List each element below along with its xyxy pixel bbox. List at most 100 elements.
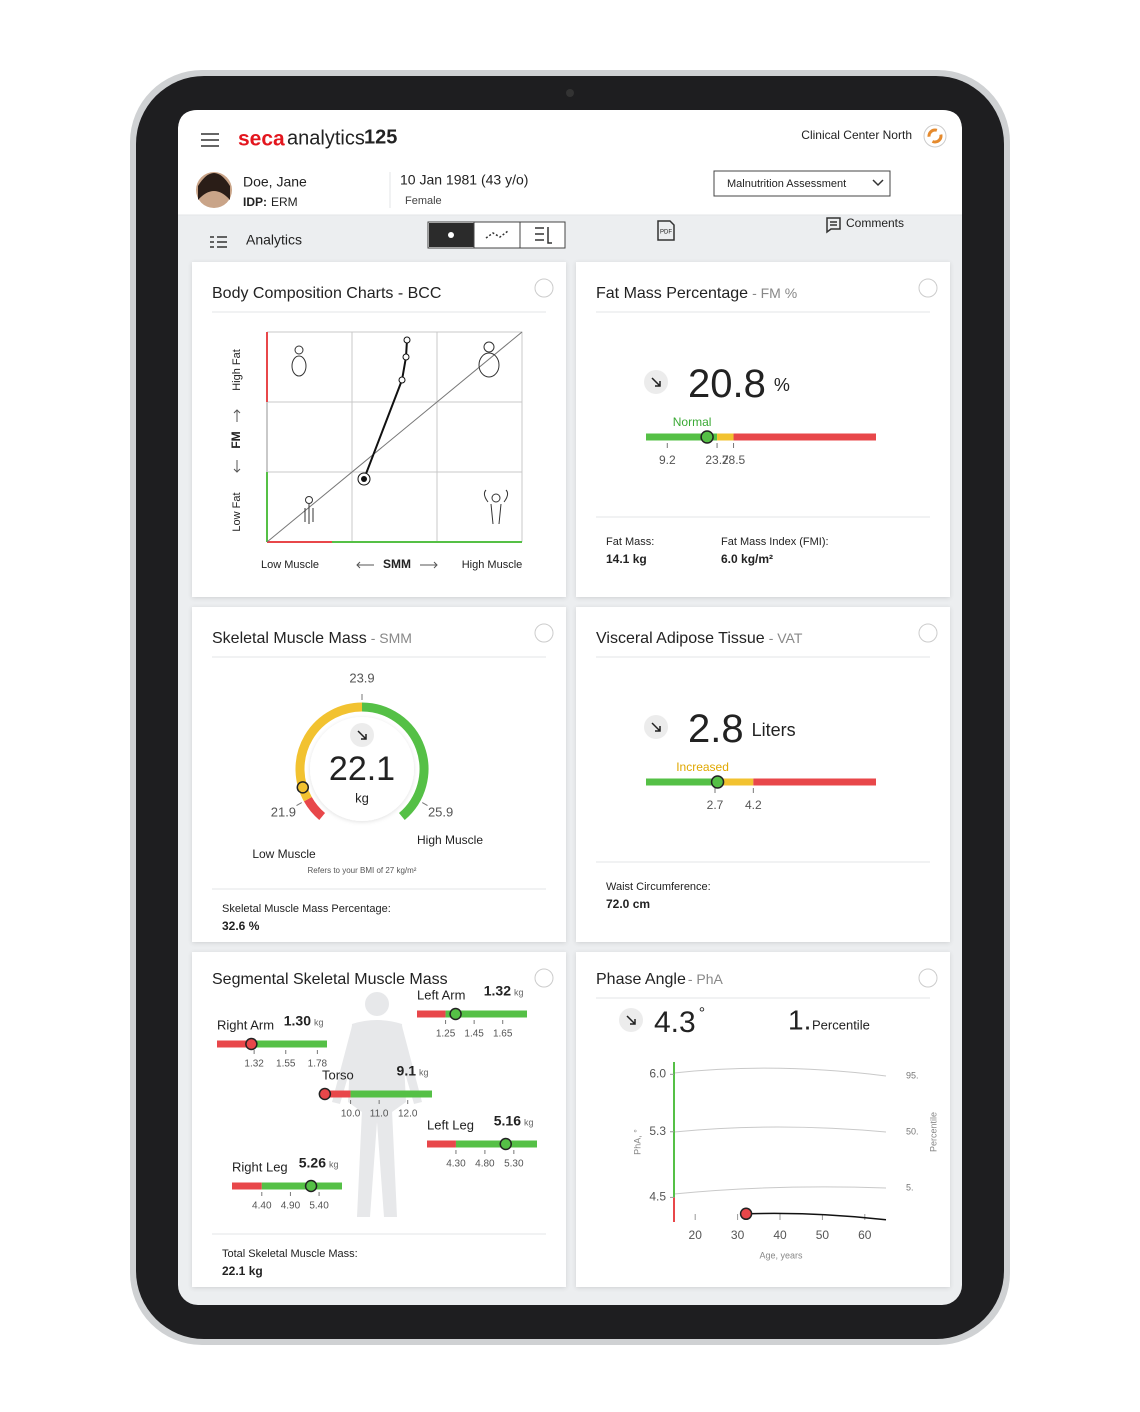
panel-bg bbox=[576, 952, 950, 1287]
view-trend[interactable] bbox=[485, 230, 509, 239]
main-value-unit: % bbox=[774, 375, 790, 395]
comments-button[interactable]: Comments bbox=[846, 216, 904, 230]
tick-label: 1.78 bbox=[308, 1059, 328, 1070]
x-label-low: Low Muscle bbox=[261, 559, 319, 571]
detail-value: 22.1 kg bbox=[222, 1264, 263, 1278]
toolbar: Analytics PDF Comments bbox=[210, 216, 904, 249]
segment-unit: kg bbox=[524, 1117, 534, 1127]
info-button[interactable] bbox=[918, 278, 938, 298]
panel-title-main: Phase Angle bbox=[596, 971, 686, 988]
tick-label: 28.5 bbox=[722, 453, 746, 467]
panel-title-abbr: - FM % bbox=[752, 285, 797, 301]
product-model: 125 bbox=[364, 126, 397, 148]
value-marker bbox=[296, 781, 310, 794]
segment-name: Torso bbox=[322, 1067, 354, 1082]
main-value: 20.8% bbox=[688, 362, 790, 406]
panel-bg bbox=[576, 607, 950, 942]
tick-label: 4.30 bbox=[446, 1159, 466, 1170]
trend-arrow bbox=[626, 1015, 636, 1025]
segment-value: 5.16 bbox=[494, 1113, 521, 1129]
segment-name: Left Arm bbox=[417, 987, 465, 1002]
x-tick-label: 50 bbox=[816, 1228, 830, 1242]
trajectory-point bbox=[398, 376, 406, 384]
tick-label: 25.9 bbox=[428, 804, 453, 819]
tick-label: 23.7 bbox=[705, 453, 729, 467]
x-axis-label: SMM bbox=[383, 557, 411, 571]
status-label: Normal bbox=[673, 415, 712, 429]
info-button[interactable] bbox=[534, 968, 554, 988]
percentile-curves bbox=[673, 1067, 887, 1195]
patient-birth: 10 Jan 1981 (43 y/o) bbox=[400, 172, 528, 188]
tick-label: 4.80 bbox=[475, 1159, 495, 1170]
tick-label: 4.90 bbox=[281, 1201, 301, 1212]
tick-label: 1.65 bbox=[493, 1029, 513, 1040]
panel-title: Fat Mass Percentage - FM % bbox=[596, 285, 797, 303]
gauge-center bbox=[310, 717, 414, 821]
range-zone bbox=[254, 1040, 327, 1048]
detail-value: 14.1 kg bbox=[606, 552, 647, 566]
menu-button[interactable] bbox=[201, 133, 219, 147]
range-zone bbox=[646, 433, 718, 441]
segment-value: 9.1 bbox=[397, 1063, 417, 1079]
gauge-low-label: Low Muscle bbox=[252, 847, 316, 861]
segment-unit: kg bbox=[329, 1159, 339, 1169]
patient-id-label: IDP: bbox=[243, 195, 267, 209]
view-single-icon bbox=[448, 232, 454, 238]
tick-label: 10.0 bbox=[341, 1109, 361, 1120]
gauge-high-label: High Muscle bbox=[417, 833, 483, 847]
panel-title-main: Skeletal Muscle Mass bbox=[212, 630, 367, 647]
value-marker bbox=[700, 430, 714, 444]
detail-value: 32.6 % bbox=[222, 919, 260, 933]
main-value: 22.1 bbox=[329, 750, 395, 788]
phase-angle-panel: Phase Angle - PhA 4.3 ° 1. Percentile4.55.36… bbox=[576, 952, 950, 1287]
range-zone bbox=[261, 1182, 342, 1190]
tick-label: 21.9 bbox=[271, 804, 296, 819]
assessment-dropdown[interactable] bbox=[713, 170, 891, 197]
main-value-unit: kg bbox=[355, 790, 369, 805]
tick-label: 1.25 bbox=[436, 1029, 456, 1040]
y-label-low: Low Fat bbox=[231, 492, 243, 531]
range-zone bbox=[646, 778, 715, 786]
trajectory-point bbox=[402, 353, 410, 361]
value-marker bbox=[304, 1179, 318, 1193]
main-value-number: 20.8 bbox=[688, 362, 766, 406]
clinic-logo[interactable] bbox=[923, 124, 947, 148]
x-tick-label: 20 bbox=[689, 1228, 703, 1242]
range-zone bbox=[715, 778, 754, 786]
pdf-button[interactable] bbox=[657, 220, 675, 241]
curve-label: 50. bbox=[906, 1126, 919, 1136]
info-button[interactable] bbox=[918, 968, 938, 988]
value-marker bbox=[499, 1137, 512, 1151]
y-label-high: High Fat bbox=[231, 349, 243, 391]
x-tick-label: 60 bbox=[858, 1228, 872, 1242]
panel-title-main: Visceral Adipose Tissue bbox=[596, 630, 765, 647]
value-marker bbox=[449, 1007, 462, 1021]
info-button[interactable] bbox=[534, 278, 554, 298]
value-marker bbox=[245, 1037, 258, 1051]
y-axis-label: PhA, ° bbox=[632, 1129, 642, 1155]
panel-title: Segmental Skeletal Muscle Mass bbox=[212, 971, 448, 988]
list-icon bbox=[210, 236, 227, 248]
range-zone bbox=[753, 778, 876, 786]
patient-id: IDP: ERM bbox=[243, 195, 298, 209]
brand: seca bbox=[238, 128, 285, 151]
clinic-name: Clinical Center North bbox=[801, 128, 912, 142]
view-table[interactable] bbox=[535, 227, 552, 244]
percentile-label: Percentile bbox=[812, 1017, 870, 1032]
axis-arrows bbox=[356, 561, 438, 569]
info-button[interactable] bbox=[918, 623, 938, 643]
value-marker bbox=[739, 1207, 753, 1221]
range-zone bbox=[717, 433, 734, 441]
value-marker bbox=[318, 1087, 332, 1101]
comments-icon[interactable] bbox=[826, 217, 841, 234]
assessment-label: Malnutrition Assessment bbox=[727, 178, 846, 190]
detail-label: Skeletal Muscle Mass Percentage: bbox=[222, 903, 391, 915]
tick-label: 4.40 bbox=[252, 1201, 272, 1212]
info-button[interactable] bbox=[534, 623, 554, 643]
segment-unit: kg bbox=[419, 1067, 429, 1077]
patient-sex: Female bbox=[405, 195, 442, 207]
main-value-unit: ° bbox=[699, 1005, 705, 1022]
header-bg bbox=[178, 110, 962, 162]
panel-title: Phase Angle - PhA bbox=[596, 971, 724, 989]
